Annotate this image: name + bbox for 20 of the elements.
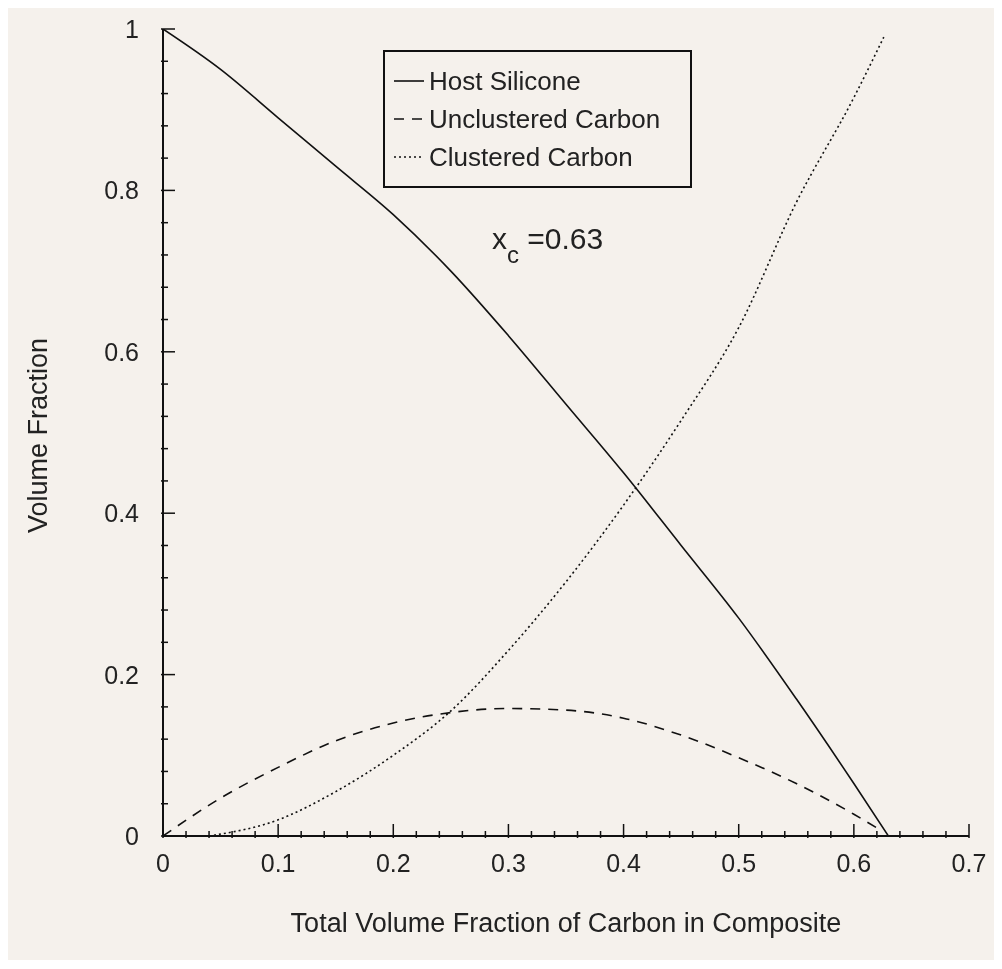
y-tick-label: 0 [125, 822, 139, 850]
legend-label: Host Silicone [429, 65, 581, 98]
x-tick-label: 0.2 [375, 849, 411, 877]
x-tick-label: 0.5 [721, 849, 757, 877]
x-tick-label: 0.7 [951, 849, 987, 877]
x-tick-label: 0 [156, 849, 170, 877]
annotation: x$_{c}$ =0.63 [492, 222, 604, 269]
y-tick-label: 1 [125, 15, 139, 43]
x-tick-label: 0.3 [491, 849, 526, 877]
y-tick-label: 0.2 [104, 660, 139, 689]
y-tick-label: 0.8 [104, 176, 139, 205]
x-tick-label: 0.6 [836, 849, 872, 877]
legend-label: Unclustered Carbon [429, 103, 661, 136]
x-axis-title: Total Volume Fraction of Carbon in Composite [289, 908, 843, 939]
y-tick-label: 0.6 [104, 337, 139, 366]
y-tick-label: 0.4 [104, 499, 140, 528]
legend-label: Clustered Carbon [429, 141, 633, 174]
y-axis-title: Volume Fraction [22, 336, 54, 536]
x-tick-label: 0.1 [260, 849, 296, 877]
x-tick-label: 0.4 [606, 849, 642, 877]
